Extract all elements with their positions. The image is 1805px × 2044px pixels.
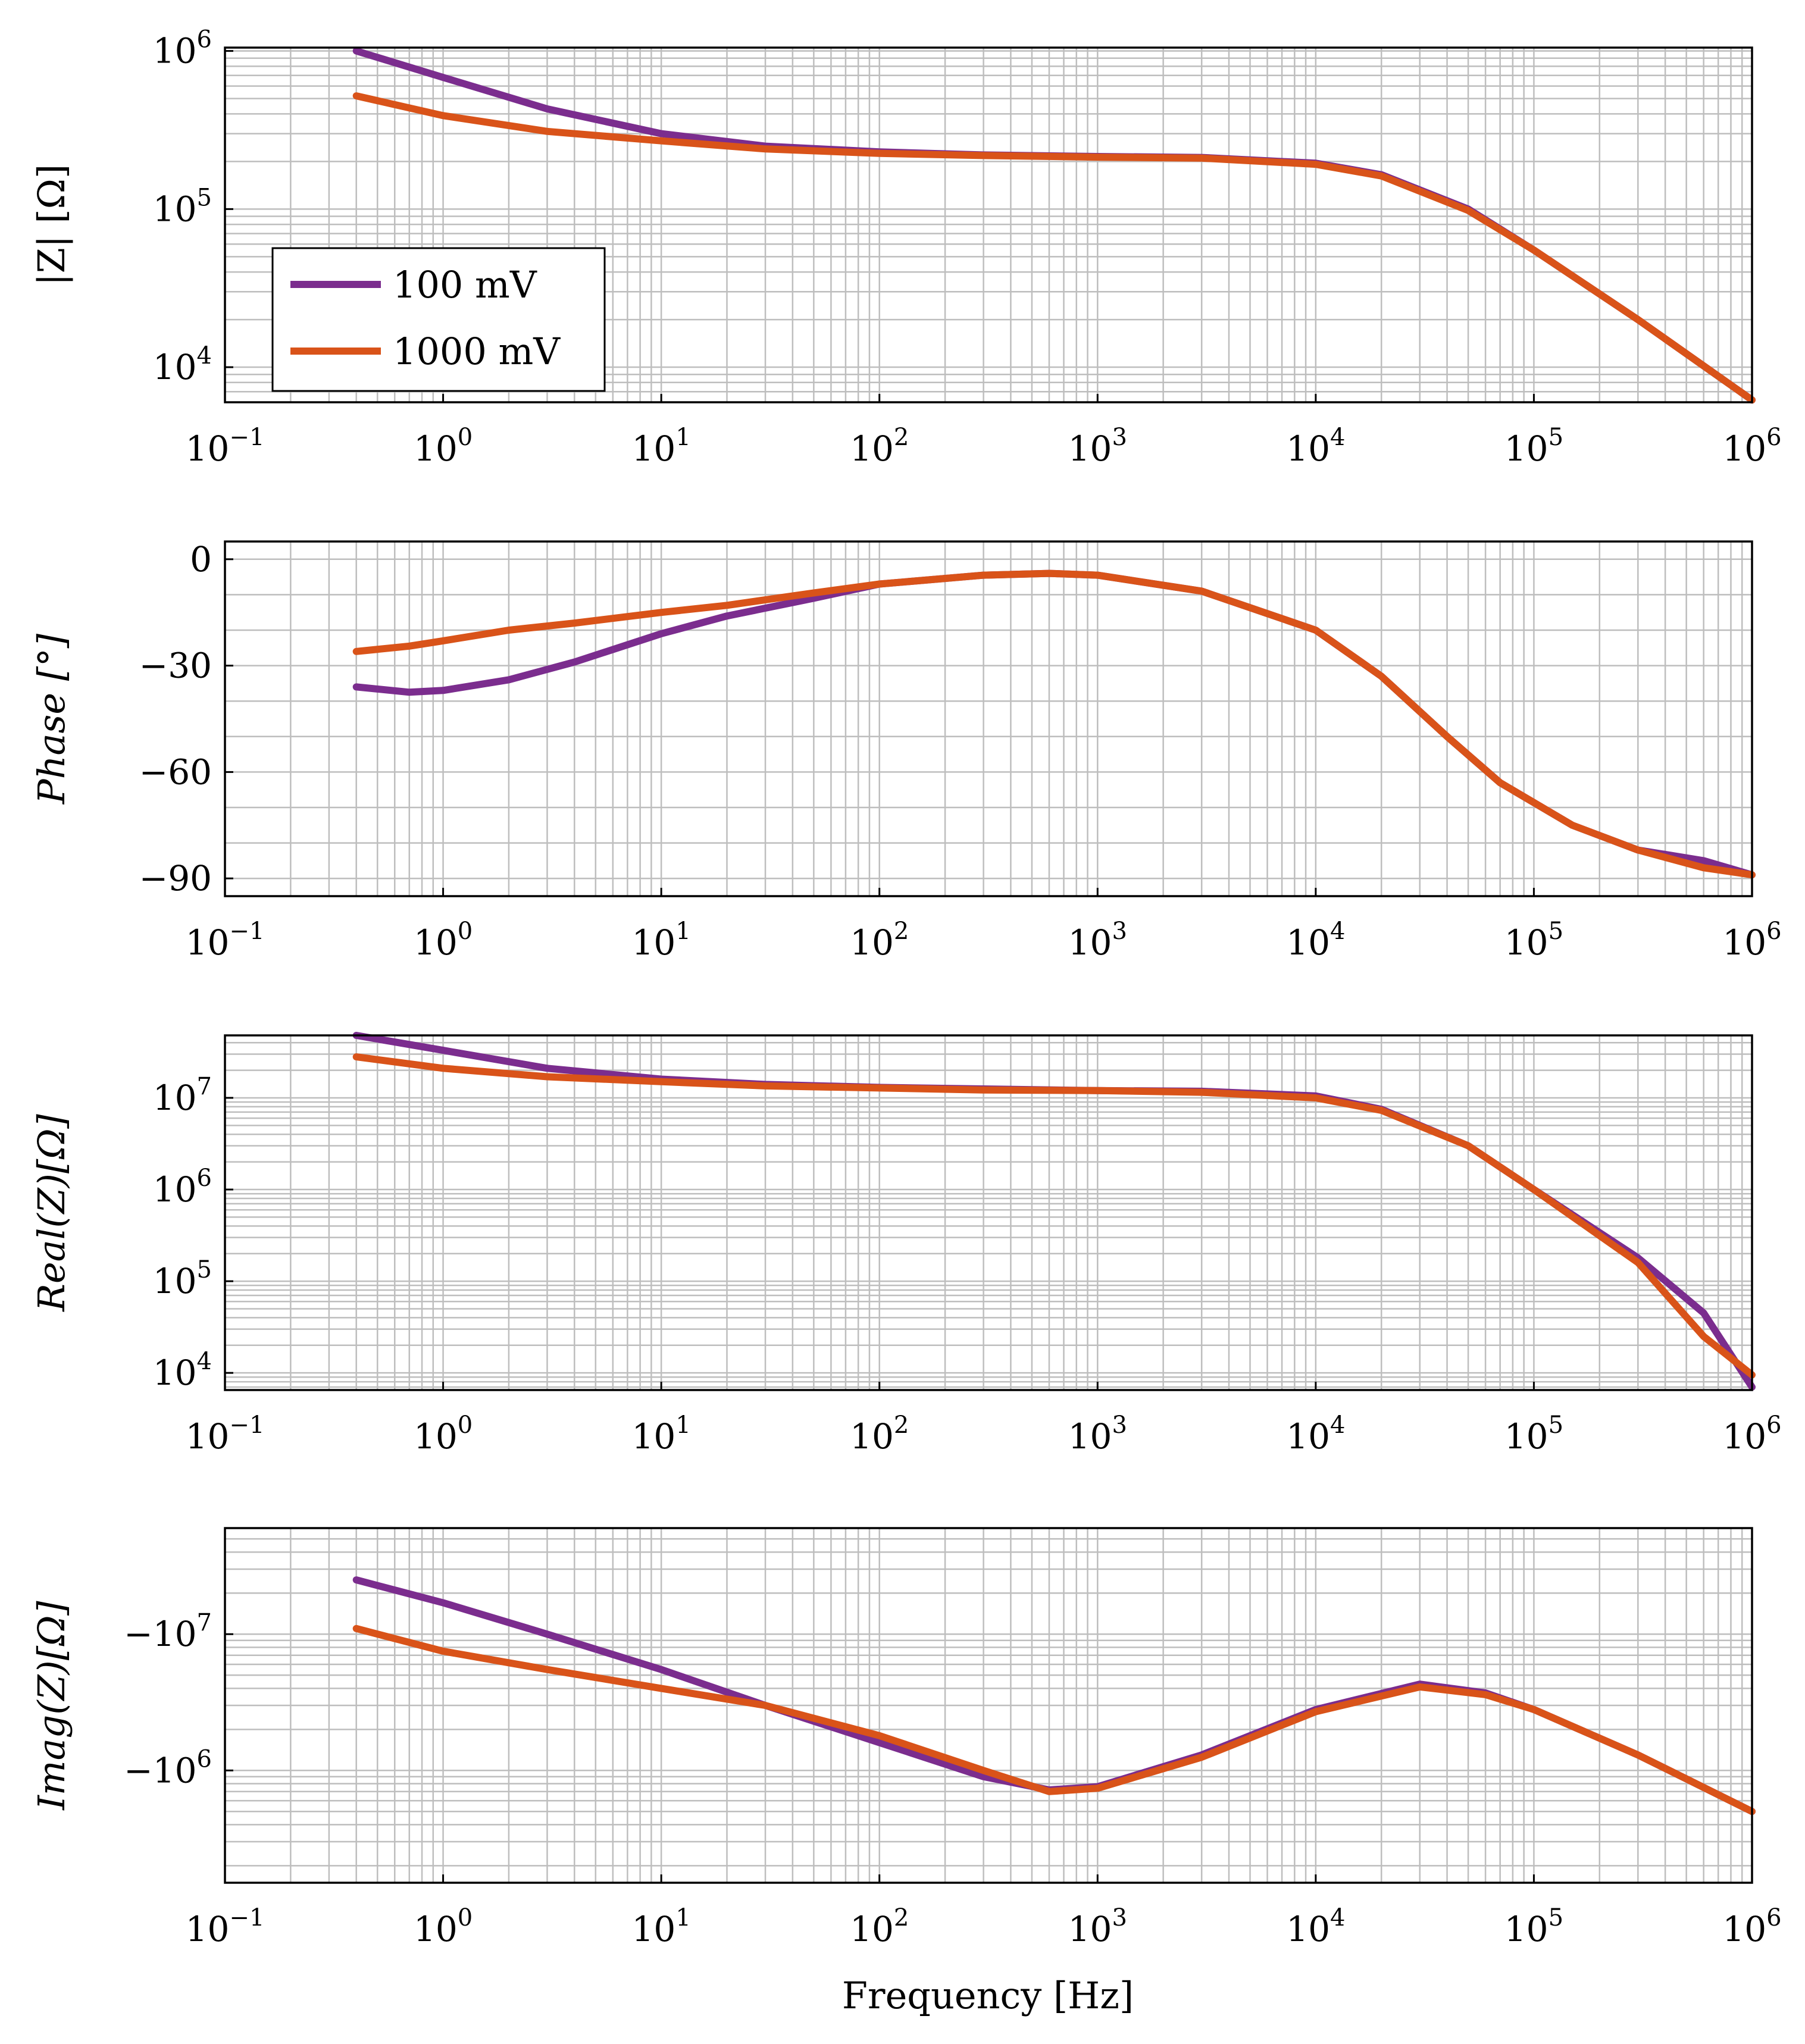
phase-ytick-label: −30 [139,646,212,686]
magnitude-ytick-label: 105 [153,184,212,229]
magnitude-xtick-label: 101 [632,424,691,469]
magnitude-xtick-label: 100 [414,424,473,469]
real-xtick-label: 105 [1504,1411,1563,1457]
x-axis-label: Frequency [Hz] [842,1974,1134,2017]
phase-ytick-label: 0 [190,539,212,580]
imaginary-xtick-label: 106 [1722,1904,1781,1949]
imaginary-ytick-label: −107 [124,1609,212,1654]
magnitude-xtick-label: 105 [1504,424,1563,469]
imaginary-ytick-label: −106 [124,1745,212,1791]
phase-xtick-label: 103 [1068,918,1127,963]
phase-grid [225,541,1752,896]
real-ytick-label: 107 [153,1073,212,1118]
real-y-axis-label: Real(Z)[Ω] [30,1113,73,1311]
imaginary-xtick-label: 101 [632,1904,691,1949]
phase-series-1000mv [352,569,1756,879]
real-xtick-label: 101 [632,1411,691,1457]
magnitude-series-1000mv [352,92,1756,404]
imaginary-xtick-label: 100 [414,1904,473,1949]
imaginary-xtick-label: 104 [1286,1904,1345,1949]
real-ytick-label: 106 [153,1165,212,1210]
phase-frame [224,540,1753,897]
phase-xtick-label: 102 [850,918,909,963]
phase-series-100mv [352,569,1756,879]
magnitude-xtick-label: 106 [1722,424,1781,469]
magnitude-xtick-label: 102 [850,424,909,469]
real-frame [224,1034,1753,1391]
real-ytick-label: 105 [153,1256,212,1301]
phase-ytick-label: −90 [139,858,212,899]
real-xtick-label: 102 [850,1411,909,1457]
phase-xtick-label: 100 [414,918,473,963]
magnitude-xtick-label: 103 [1068,424,1127,469]
phase-panel: 10−1 100 101 102 103 104 105 106 0 −30 −60 −90 Phase… [30,539,1782,963]
phase-y-axis-label: Phase [°] [30,633,73,805]
magnitude-ytick-label: 106 [153,26,212,71]
phase-xtick-label: 104 [1286,918,1345,963]
legend: 100 mV 1000 mV [271,247,606,392]
imaginary-series-1000mv [352,1624,1756,1816]
phase-xtick-label: 101 [632,918,691,963]
real-ytick-label: 104 [153,1348,212,1393]
real-xtick-label: 104 [1286,1411,1345,1457]
magnitude-panel: 10−1 100 101 102 103 104 105 106 104 105 106 |Z| [Ω… [30,26,1782,469]
phase-xtick-label: 105 [1504,918,1563,963]
imaginary-xtick-label: 103 [1068,1904,1127,1949]
imaginary-xtick-label: 102 [850,1904,909,1949]
phase-xtick-label: 106 [1722,918,1781,963]
imaginary-y-axis-label: Imag(Z)[Ω] [30,1601,73,1811]
imaginary-panel: 10−1 100 101 102 103 104 105 106 −107 −106 Imag(Z)… [30,1527,1782,1949]
magnitude-ytick-label: 104 [153,342,212,387]
phase-ytick-label: −60 [139,752,212,792]
magnitude-xtick-label: 10−1 [186,424,265,469]
imaginary-xtick-label: 105 [1504,1904,1563,1949]
real-xtick-label: 106 [1722,1411,1781,1457]
legend-box [271,247,606,392]
real-xtick-label: 103 [1068,1411,1127,1457]
imaginary-xtick-label: 10−1 [186,1904,265,1949]
imaginary-frame [224,1527,1753,1884]
magnitude-grid [225,48,1752,402]
magnitude-frame [224,46,1753,403]
magnitude-y-axis-label: |Z| [Ω] [30,164,73,286]
phase-xtick-label: 10−1 [186,918,265,963]
legend-label-1000mv: 1000 mV [393,330,561,373]
magnitude-xtick-label: 104 [1286,424,1345,469]
legend-label-100mv: 100 mV [393,263,537,306]
real-panel: 10−1 100 101 102 103 104 105 106 104 105 106 107 Rea… [30,1032,1782,1457]
real-series-1000mv [352,1053,1756,1379]
real-xtick-label: 10−1 [186,1411,265,1457]
real-xtick-label: 100 [414,1411,473,1457]
